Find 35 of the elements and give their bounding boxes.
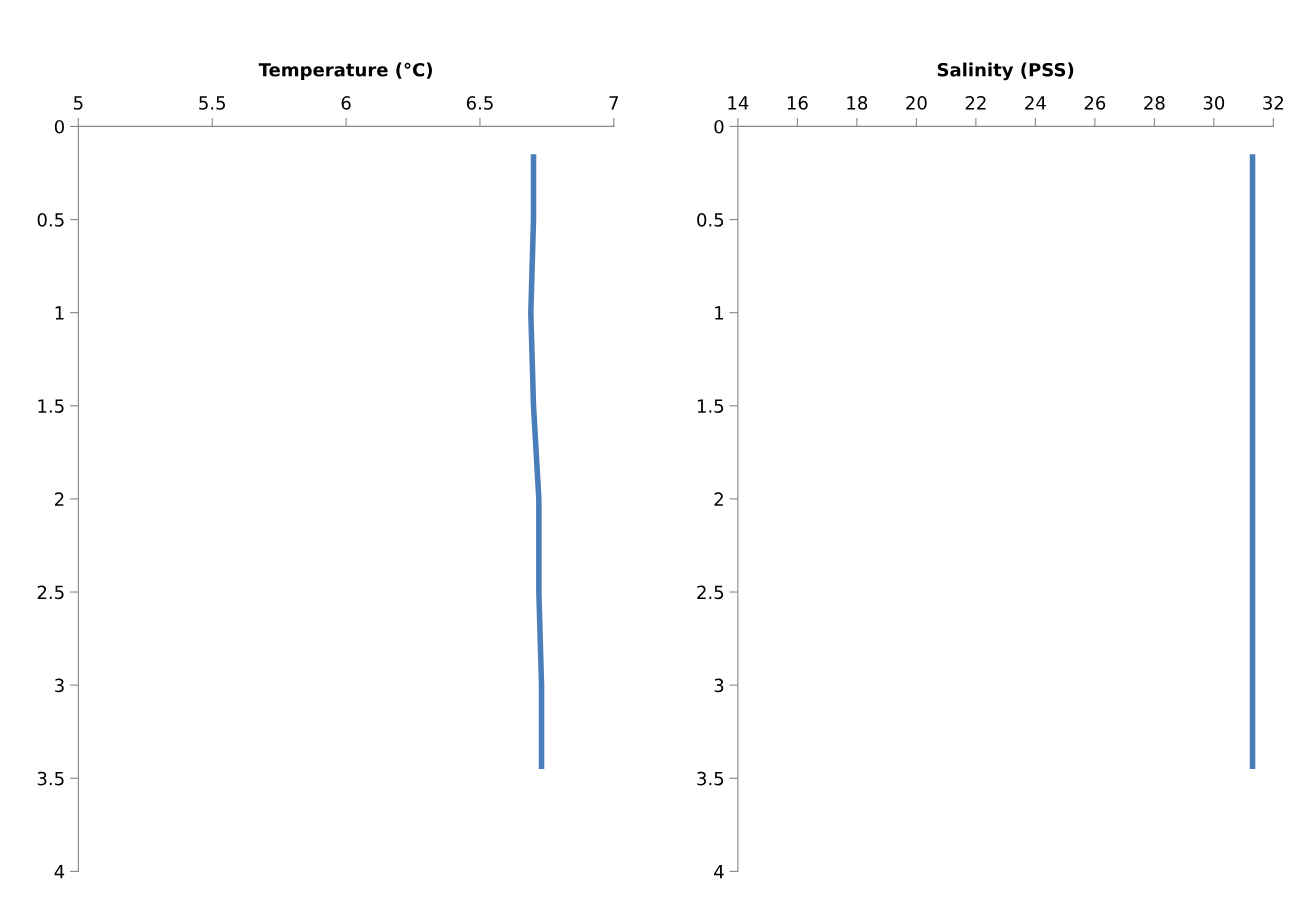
- x-tick-label: 7: [609, 96, 619, 110]
- y-tick-label: 1.5: [38, 399, 64, 413]
- x-tick-label: 28: [1144, 96, 1165, 110]
- x-tick-label: 16: [787, 96, 808, 110]
- y-tick-label: 2.5: [37, 585, 64, 600]
- x-tick-label: 18: [847, 96, 868, 110]
- y-tick-label: 0: [714, 119, 724, 134]
- y-tick-label: 0.5: [37, 213, 64, 227]
- x-tick-label: 14: [728, 96, 749, 110]
- x-tick-label: 26: [1084, 96, 1106, 110]
- x-tick-label: 32: [1263, 96, 1284, 110]
- x-tick-label: 24: [1025, 96, 1046, 110]
- x-axis-title: Salinity (PSS): [937, 62, 1074, 81]
- y-tick-label: 1: [715, 306, 724, 320]
- y-tick-label: 1.5: [697, 399, 724, 413]
- x-axis-title: Temperature (°C): [258, 62, 433, 81]
- y-tick-label: 4: [714, 865, 724, 879]
- x-tick-label: 6.5: [466, 96, 493, 110]
- x-tick-label: 30: [1203, 96, 1225, 110]
- x-tick-label: 5.5: [199, 96, 226, 110]
- x-tick-label: 20: [906, 96, 927, 110]
- y-tick-label: 1: [55, 306, 64, 320]
- y-tick-label: 3.5: [37, 771, 64, 786]
- x-tick-label: 5: [74, 96, 83, 110]
- y-tick-label: 2: [55, 492, 64, 506]
- y-tick-label: 3: [714, 678, 724, 693]
- y-tick-label: 0: [54, 119, 64, 134]
- y-tick-label: 3: [55, 678, 64, 693]
- x-tick-label: 6: [341, 96, 351, 110]
- y-tick-label: 4: [54, 865, 65, 879]
- x-tick-label: 22: [965, 96, 986, 110]
- y-tick-label: 2: [714, 492, 723, 506]
- y-tick-label: 2.5: [697, 585, 724, 600]
- y-tick-label: 3.5: [697, 771, 724, 786]
- y-tick-label: 0.5: [697, 213, 724, 227]
